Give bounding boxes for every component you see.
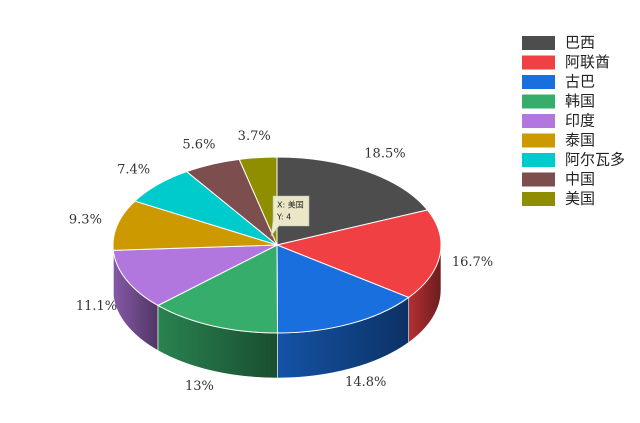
legend-label: 阿尔瓦多	[565, 151, 625, 169]
legend-swatch	[522, 75, 555, 89]
legend-swatch	[522, 36, 555, 50]
data-label: 13%	[185, 379, 214, 394]
legend-swatch	[522, 133, 555, 148]
tooltip-text: Y: 4	[276, 213, 291, 222]
legend-label: 巴西	[565, 34, 595, 52]
data-label: 7.4%	[117, 163, 150, 178]
legend-swatch	[522, 153, 555, 167]
legend-label: 泰国	[565, 131, 595, 149]
pie-slice	[156, 244, 279, 334]
data-label: 14.8%	[345, 375, 386, 390]
pie-slice	[112, 200, 278, 251]
legend-label: 阿联酋	[565, 53, 610, 71]
data-label: 5.6%	[182, 137, 215, 152]
tooltip-box	[270, 195, 310, 238]
legend-swatch	[522, 192, 555, 206]
data-label: 3.7%	[238, 129, 271, 144]
legend-label: 美国	[565, 190, 595, 208]
legend-swatch	[522, 55, 555, 70]
data-label: 11.1%	[76, 299, 117, 314]
legend-swatch	[522, 114, 555, 128]
legend-label: 古巴	[565, 73, 595, 91]
legend-label: 韩国	[565, 92, 595, 110]
pie-slice	[276, 156, 429, 246]
pie-slice	[112, 244, 278, 307]
legend-label: 中国	[565, 170, 595, 188]
data-label: 18.5%	[364, 146, 405, 161]
data-label: 9.3%	[69, 213, 102, 228]
pie-slice	[275, 209, 442, 299]
legend-swatch	[522, 94, 555, 109]
tooltip-text: X: 美国	[277, 200, 304, 210]
pie-slice	[238, 156, 278, 246]
legend-label: 印度	[565, 112, 595, 130]
legend-swatch	[522, 172, 555, 187]
pie-slice	[276, 244, 410, 334]
data-label: 16.7%	[452, 255, 493, 270]
